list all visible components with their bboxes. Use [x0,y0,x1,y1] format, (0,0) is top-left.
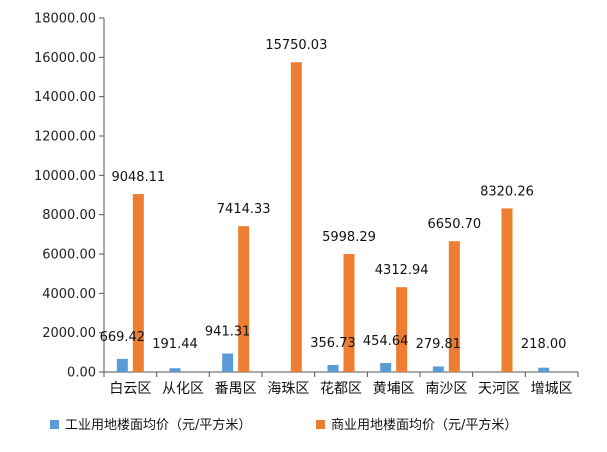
y-tick-label: 2000.00 [42,326,96,341]
data-label: 454.64 [363,334,409,349]
x-tick-label: 白云区 [109,381,151,397]
bar-commercial [132,194,144,372]
bar-commercial [238,226,250,372]
bar-commercial [501,208,513,372]
data-labels: 669.42 191.44 941.31 356.73 454.64 279.81 218.… [100,38,567,352]
data-label: 7414.33 [217,202,271,217]
bar-commercial [290,62,302,372]
y-tick-label: 16000.00 [34,51,96,66]
data-label: 941.31 [205,324,251,339]
bar-industrial [432,366,444,372]
x-tick-label: 黄埔区 [373,380,415,397]
x-tick-label: 番禺区 [215,381,257,397]
legend: 工业用地楼面均价（元/平方米） 商业用地楼面均价（元/平方米） [50,417,517,433]
y-tick-label: 18000.00 [34,12,96,27]
bar-commercial [448,241,460,372]
x-tick-label: 南沙区 [425,381,467,397]
x-tick-label: 海珠区 [267,381,309,397]
x-tick-label: 从化区 [162,381,204,397]
x-axis: 白云区 从化区 番禺区 海珠区 花都区 黄埔区 南沙区 天河区 增城区 [103,371,579,397]
data-label: 5998.29 [322,230,376,245]
data-label: 4312.94 [375,263,429,278]
data-label: 8320.26 [480,184,534,199]
y-tick-label: 4000.00 [42,287,96,302]
bar-commercial [396,287,408,372]
data-label: 6650.70 [427,217,481,232]
y-axis: 0.00 2000.00 4000.00 6000.00 8000.00 10000.00… [34,12,105,381]
legend-label: 商业用地楼面均价（元/平方米） [331,417,517,433]
x-tick-label: 天河区 [478,381,520,397]
bars [116,62,550,372]
x-tick-label: 增城区 [531,381,573,397]
data-label: 218.00 [521,337,567,352]
bar-commercial [343,254,355,372]
data-label: 279.81 [416,337,462,352]
bar-industrial [169,368,181,372]
bar-industrial [538,367,550,372]
bar-industrial [327,364,339,372]
data-label: 15750.03 [265,38,327,53]
data-label: 669.42 [100,330,146,345]
y-tick-label: 12000.00 [34,130,96,145]
y-tick-label: 8000.00 [42,208,96,223]
bar-industrial [116,358,128,372]
legend-label: 工业用地楼面均价（元/平方米） [65,417,251,433]
y-tick-label: 10000.00 [34,169,96,184]
legend-swatch [50,420,59,429]
y-tick-label: 6000.00 [42,248,96,263]
data-label: 9048.11 [111,170,165,185]
y-tick-label: 0.00 [67,366,96,381]
x-tick-label: 花都区 [320,381,362,397]
data-label: 356.73 [310,336,356,351]
legend-swatch [316,420,325,429]
bar-industrial [222,353,234,372]
data-label: 191.44 [152,337,198,352]
y-tick-label: 14000.00 [34,90,96,105]
bar-industrial [380,363,392,372]
